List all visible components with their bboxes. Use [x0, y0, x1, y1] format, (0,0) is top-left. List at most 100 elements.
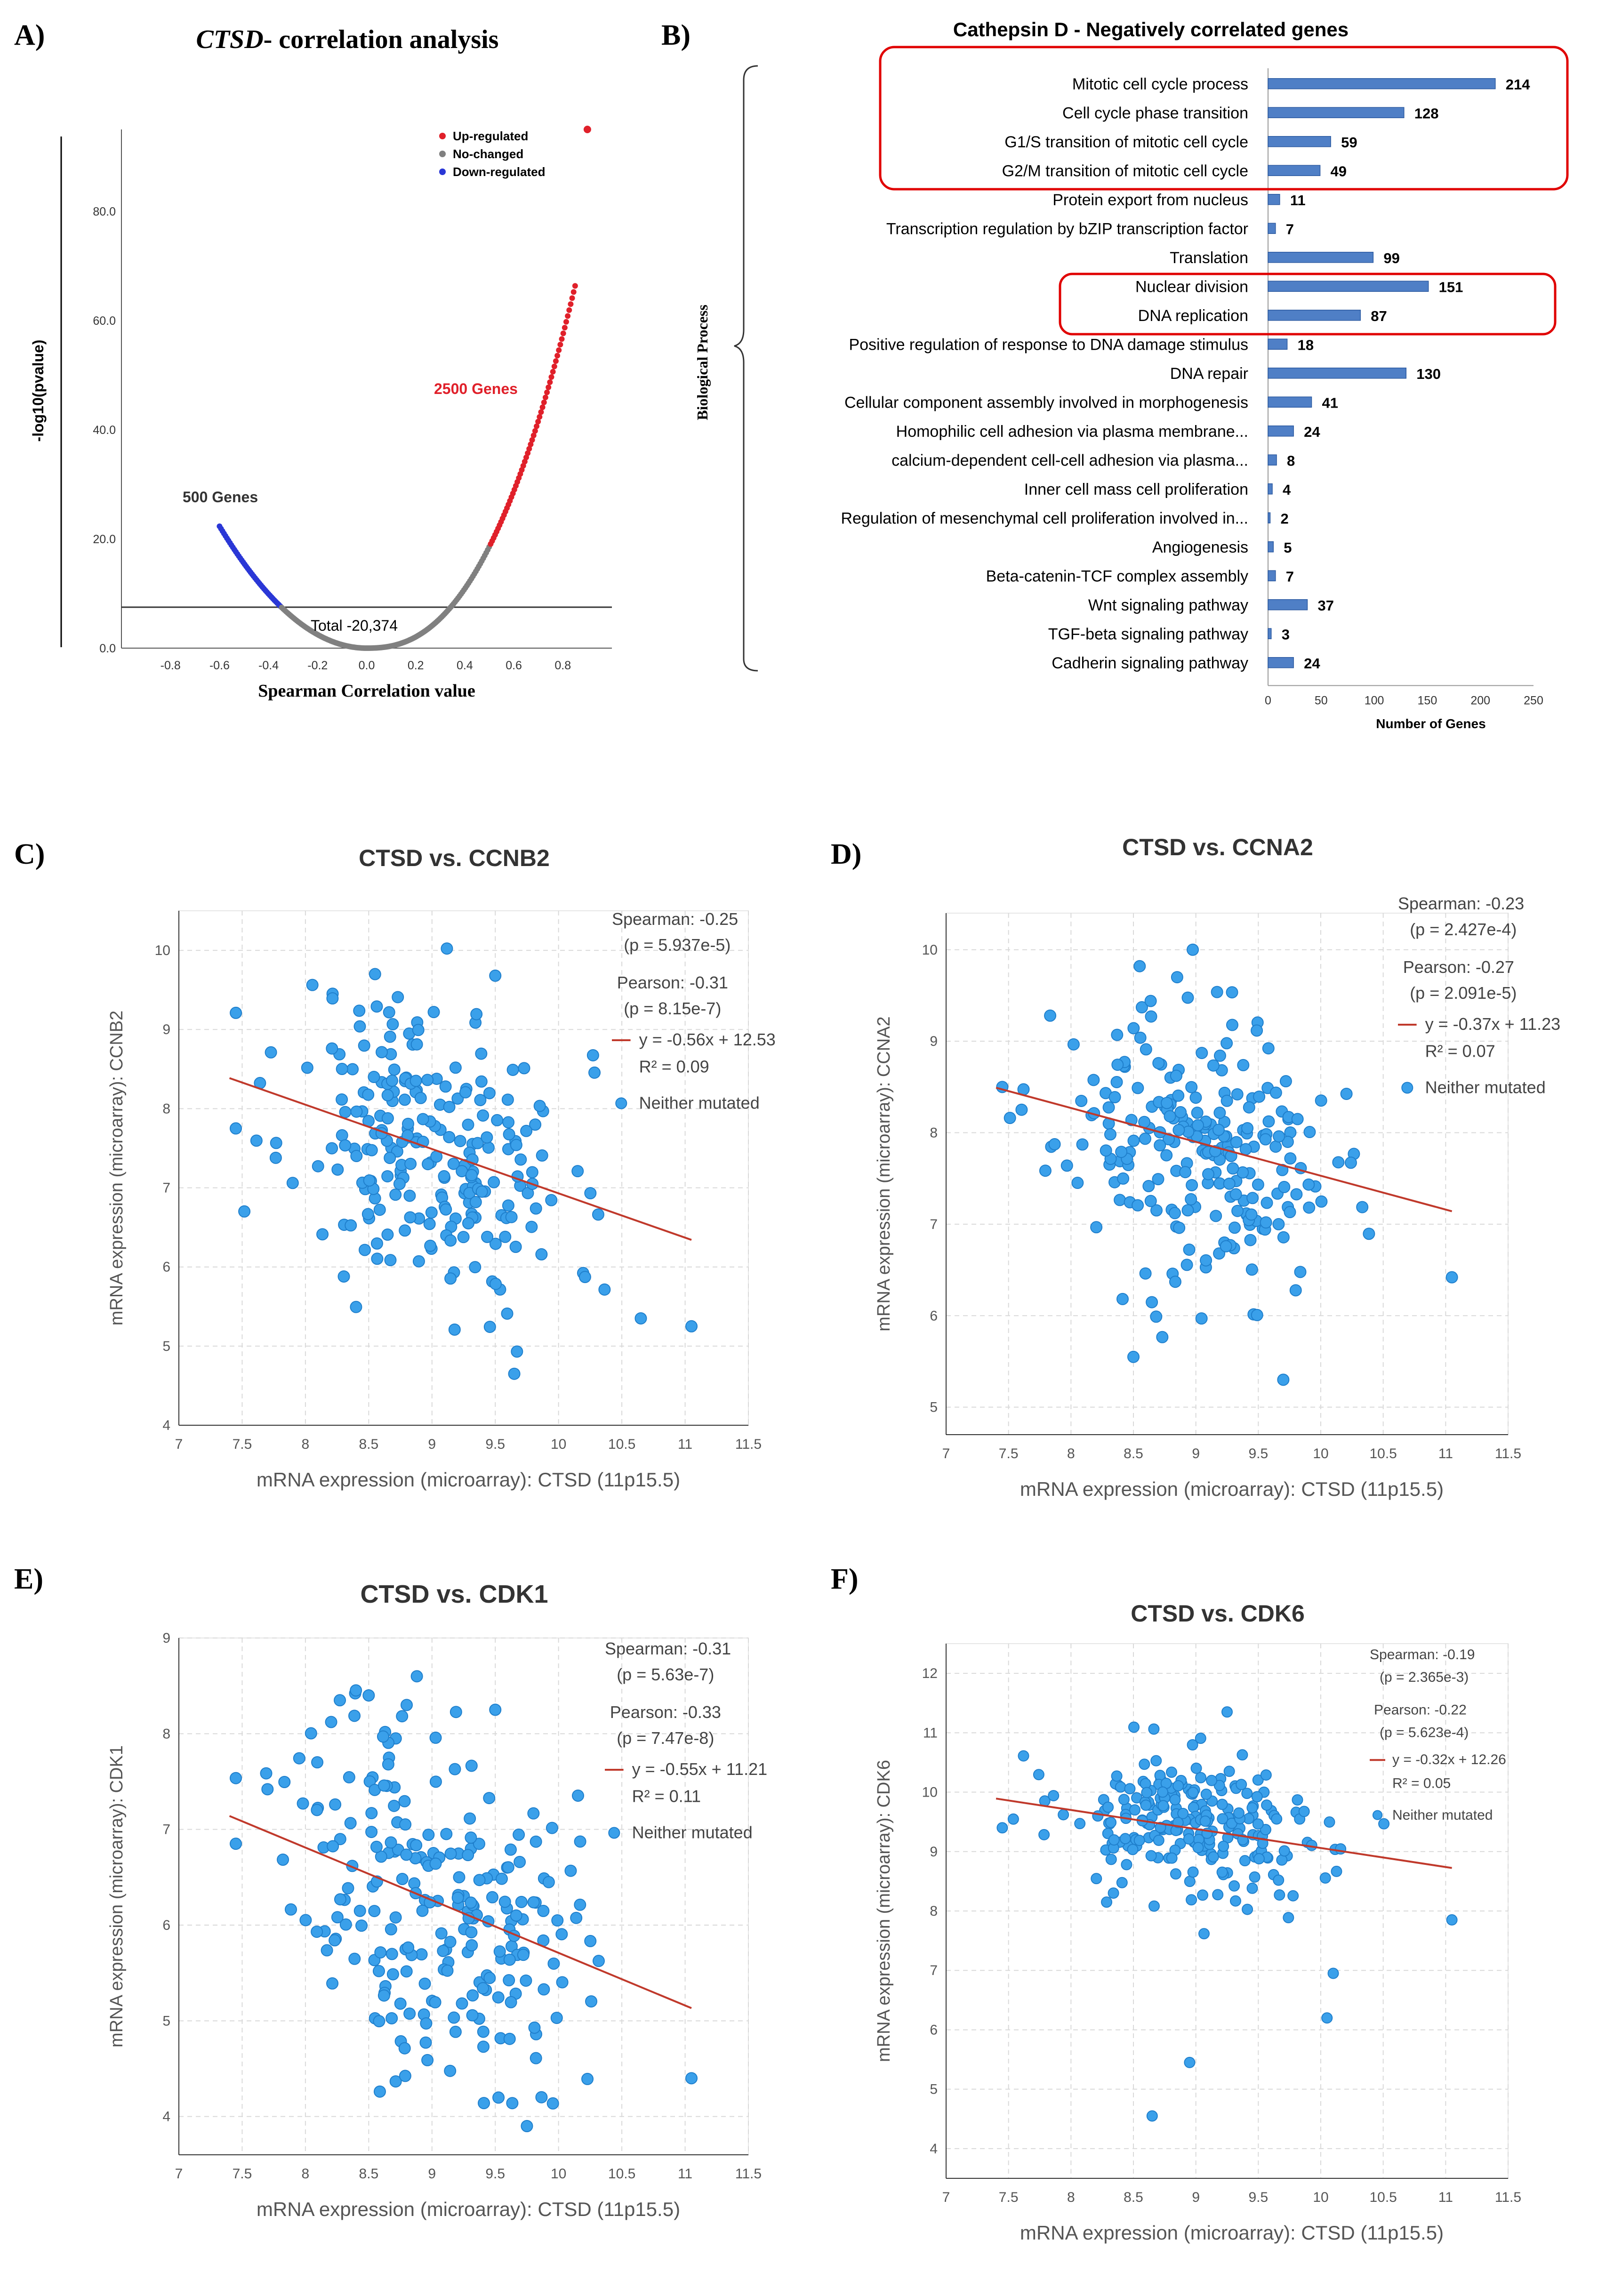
chart-e-point	[389, 2075, 402, 2088]
chart-c-point	[363, 1174, 376, 1187]
chart-a-point	[262, 587, 268, 594]
chart-e-point	[394, 2035, 407, 2047]
chart-f-point	[1144, 1799, 1156, 1811]
chart-c-y-label: mRNA expression (microarray): CCNB2	[107, 1011, 127, 1325]
chart-a-point	[243, 563, 249, 570]
chart-a-annotation-down: 500 Genes	[183, 489, 258, 506]
chart-d-point	[1237, 1194, 1250, 1207]
chart-c-x-tick-label: 8.5	[359, 1437, 378, 1452]
chart-f-point	[1239, 1855, 1251, 1867]
chart-f-point	[1155, 1774, 1167, 1785]
chart-c-point	[475, 1047, 488, 1060]
chart-b-category-label: Inner cell mass cell proliferation	[1024, 481, 1248, 498]
chart-e-x-tick-label: 7	[175, 2166, 183, 2182]
chart-e-point	[511, 1949, 523, 1961]
chart-e-point	[498, 1895, 511, 1908]
chart-f-y-tick-label: 9	[930, 1844, 938, 1860]
chart-f-point	[1187, 1787, 1199, 1798]
chart-e-point	[293, 1752, 305, 1765]
chart-d-point	[1124, 1196, 1136, 1209]
chart-d-point	[1222, 1146, 1235, 1159]
chart-e-point	[452, 1899, 465, 1911]
chart-d-point	[1344, 1156, 1357, 1169]
chart-d-point	[1182, 1125, 1195, 1138]
chart-c-point	[401, 1117, 414, 1130]
chart-d-point	[1108, 1091, 1121, 1104]
chart-b-x-tick-label: 50	[1315, 694, 1328, 707]
chart-f-point	[1109, 1778, 1121, 1790]
chart-e-point	[481, 1872, 493, 1885]
chart-b-category-label: Transcription regulation by bZIP transcr…	[886, 220, 1248, 238]
chart-c-fit-line	[229, 1077, 692, 1241]
chart-c-point	[586, 1049, 599, 1061]
chart-d-point	[1117, 1060, 1130, 1072]
chart-c-point	[370, 1237, 383, 1250]
chart-c-point	[430, 1150, 443, 1163]
chart-c-point	[502, 1199, 514, 1212]
chart-a-point	[391, 642, 397, 648]
chart-b-title: Cathepsin D - Negatively correlated gene…	[953, 18, 1349, 40]
chart-a-point	[511, 487, 517, 493]
chart-d-pearson-p: (p = 2.091e-5)	[1410, 983, 1517, 1003]
chart-e-point	[542, 1876, 555, 1888]
chart-c-point	[337, 1270, 350, 1283]
chart-a-point	[502, 508, 508, 514]
chart-a-point	[458, 591, 464, 597]
chart-f-point	[1216, 1866, 1228, 1878]
chart-a-point	[381, 644, 387, 650]
chart-d-point	[1218, 1116, 1231, 1128]
chart-f-point	[1166, 1852, 1178, 1864]
chart-c-point	[533, 1100, 546, 1112]
chart-c-point	[394, 1169, 407, 1182]
chart-a-point	[414, 634, 420, 640]
chart-a-point	[526, 446, 532, 452]
chart-e-point	[478, 2097, 490, 2110]
chart-f-point	[1108, 1834, 1120, 1846]
chart-f-point	[1172, 1780, 1184, 1792]
chart-a-point	[457, 593, 463, 599]
chart-e-point	[492, 1991, 505, 2004]
chart-c-point	[404, 1211, 417, 1224]
chart-b-bar	[1268, 252, 1374, 263]
chart-e-point	[388, 1781, 401, 1794]
chart-a-title-gene: CTSD	[196, 25, 264, 54]
chart-b-x-label: Number of Genes	[1376, 716, 1485, 731]
chart-e-point	[415, 1851, 427, 1863]
chart-c-point	[265, 1046, 277, 1059]
chart-c-point	[503, 1128, 515, 1140]
chart-a-point	[297, 620, 303, 626]
chart-e-point	[334, 1893, 346, 1906]
chart-c-point	[465, 1207, 478, 1220]
chart-c-point	[445, 1220, 458, 1233]
chart-c-point	[454, 1135, 466, 1148]
chart-c-x-tick-label: 9	[428, 1437, 436, 1452]
chart-e-point	[547, 1957, 560, 1970]
chart-e-point	[428, 1854, 441, 1867]
chart-f-point	[1118, 1794, 1130, 1806]
chart-a-point	[397, 641, 403, 647]
chart-e-point	[321, 1944, 333, 1957]
chart-c-point	[469, 1196, 482, 1208]
chart-c-point	[326, 1142, 338, 1155]
chart-e-point	[503, 1923, 516, 1936]
chart-d-point	[1222, 1139, 1235, 1152]
chart-f-point	[1128, 1721, 1140, 1733]
chart-d-point	[1185, 1081, 1198, 1093]
chart-d-point	[1348, 1148, 1360, 1160]
chart-e-point	[418, 1977, 431, 1990]
chart-a-point	[222, 533, 228, 539]
chart-a-point	[390, 642, 396, 649]
chart-a-point	[468, 576, 474, 582]
chart-f-point	[1215, 1773, 1227, 1784]
chart-c-point	[500, 1212, 513, 1224]
chart-d-point	[1199, 1117, 1212, 1130]
chart-f-point	[1247, 1800, 1259, 1812]
chart-a-point	[368, 645, 374, 651]
chart-a-point	[406, 637, 412, 643]
chart-a-point	[231, 546, 237, 553]
chart-c-point	[238, 1205, 251, 1218]
chart-d-point	[1220, 1240, 1232, 1252]
chart-d-x-tick-label: 10	[1313, 1446, 1328, 1461]
chart-f-title: CTSD vs. CDK6	[1131, 1600, 1305, 1627]
